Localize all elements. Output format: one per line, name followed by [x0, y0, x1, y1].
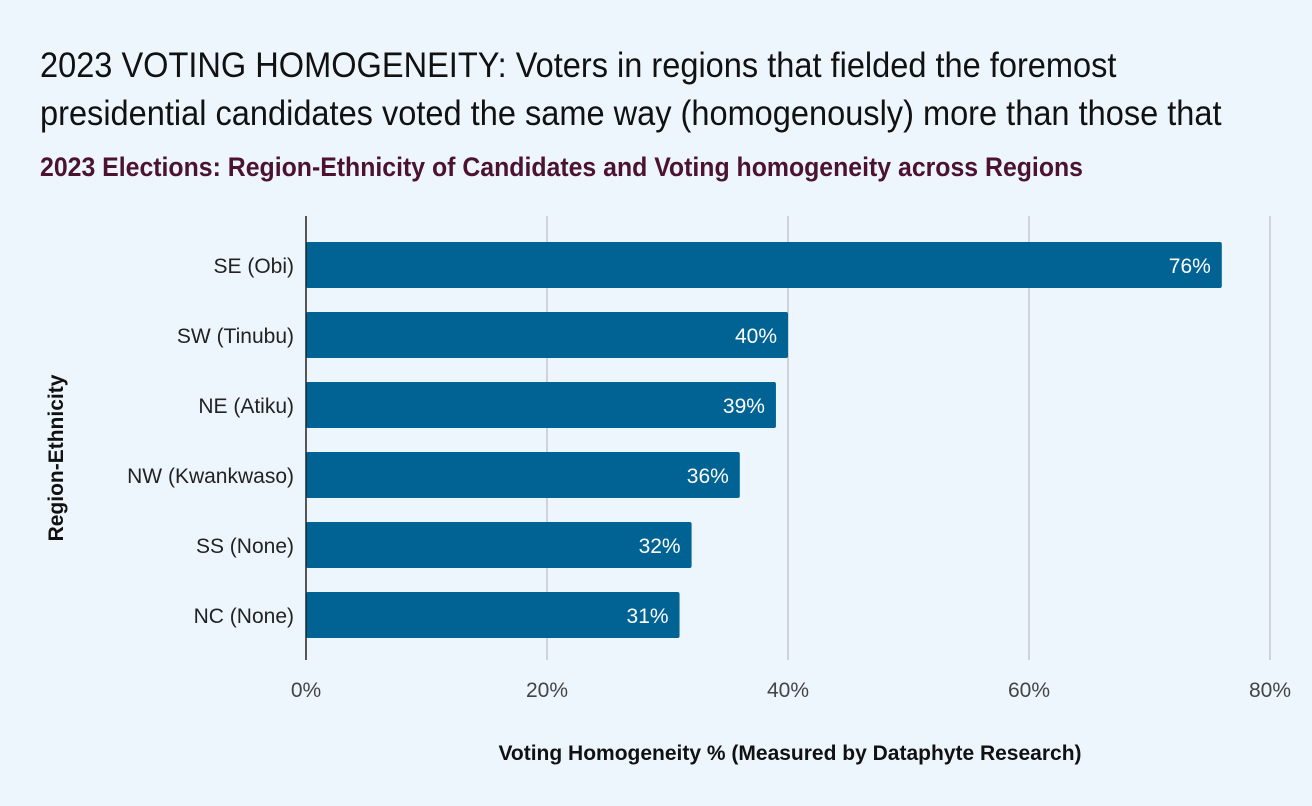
y-axis-title: Region-Ethnicity: [45, 374, 68, 541]
headline-line-1: 2023 VOTING HOMOGENEITY: Voters in regio…: [40, 46, 1117, 85]
bar: [306, 242, 1222, 288]
labels: 0% 20% 40% 60% 80% 76% SE (Obi) 40% SW (Tinubu) 3…: [127, 255, 1291, 702]
data-label: 76%: [1169, 255, 1211, 278]
bar: [306, 522, 692, 568]
category-label: SW (Tinubu): [177, 325, 294, 348]
category-label: NW (Kwankwaso): [127, 465, 294, 488]
gridlines: [546, 216, 1271, 660]
data-label: 40%: [735, 325, 777, 348]
x-tick-label: 0%: [291, 679, 321, 702]
category-label: NC (None): [194, 605, 294, 628]
data-label: 32%: [639, 535, 681, 558]
x-tick-label: 80%: [1249, 679, 1291, 702]
x-tick-label: 20%: [526, 679, 568, 702]
category-label: NE (Atiku): [198, 395, 294, 418]
data-label: 39%: [723, 395, 765, 418]
x-axis-title: Voting Homogeneity % (Measured by Dataph…: [498, 742, 1081, 765]
headline: 2023 VOTING HOMOGENEITY: Voters in regio…: [40, 42, 1222, 138]
bar: [306, 382, 776, 428]
headline-line-2: presidential candidates voted the same w…: [40, 94, 1222, 133]
bars: [306, 242, 1222, 638]
category-label: SS (None): [196, 535, 294, 558]
bar: [306, 312, 788, 358]
data-label: 36%: [687, 465, 729, 488]
data-label: 31%: [627, 605, 669, 628]
chart-title: 2023 Elections: Region-Ethnicity of Cand…: [40, 152, 1083, 182]
category-label: SE (Obi): [213, 255, 294, 278]
bar: [306, 592, 680, 638]
x-tick-label: 40%: [767, 679, 809, 702]
x-tick-label: 60%: [1008, 679, 1050, 702]
bar: [306, 452, 740, 498]
